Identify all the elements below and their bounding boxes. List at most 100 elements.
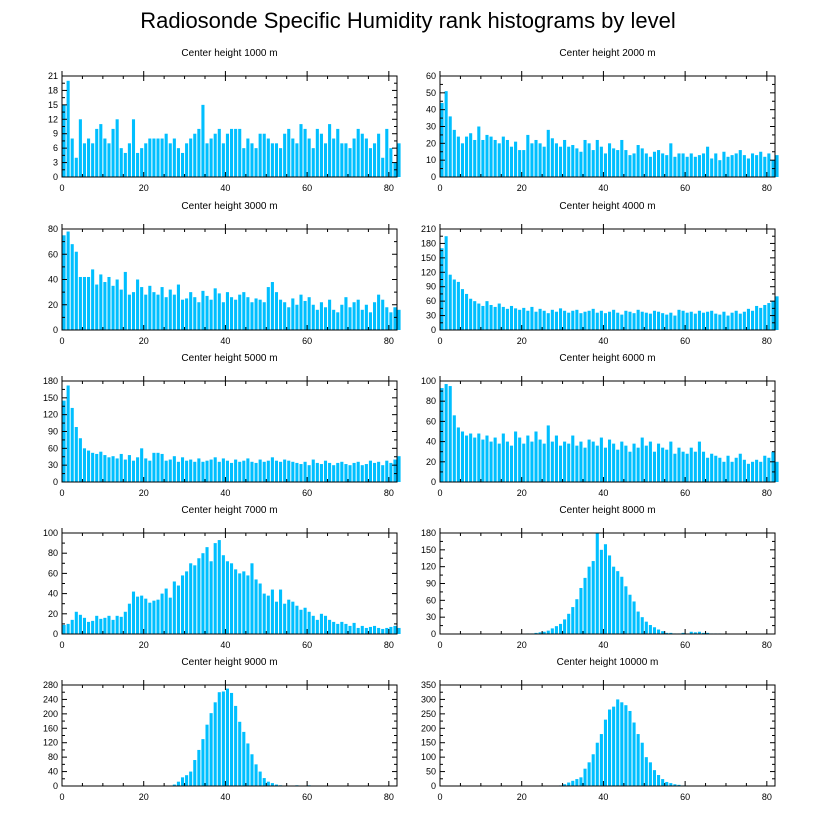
y-tick-label: 12 [48,114,58,124]
histogram-bar [131,591,136,634]
y-tick-label: 0 [431,172,436,182]
histogram-bar [238,128,242,177]
histogram-bar [123,459,127,482]
histogram-bar [763,455,767,482]
histogram-bar [336,128,340,177]
histogram-bar [632,722,636,786]
histogram-bar [628,710,632,786]
histogram-bar [328,299,332,330]
y-tick-label: 100 [421,376,436,386]
histogram-bar [636,734,640,786]
histogram-bar [558,623,563,634]
histogram-bar [775,461,779,482]
histogram-bar [759,461,763,482]
histogram-bar [136,152,140,177]
histogram-bar [95,128,99,177]
histogram-bar [148,460,152,482]
histogram-bar [755,459,759,482]
histogram-bar [722,461,726,482]
histogram-bar [315,128,319,177]
histogram-bar [579,151,583,177]
histogram-bar [197,558,201,634]
histogram-bar [710,453,714,482]
y-tick-label: 18 [48,85,58,95]
histogram-bar [246,138,250,177]
x-tick-label: 0 [59,336,64,346]
histogram-bar [66,623,70,634]
histogram-bar [522,150,526,177]
histogram-bar [254,579,258,634]
histogram-bar [185,775,189,786]
histogram-bar [111,456,115,482]
y-tick-label: 40 [48,767,58,777]
histogram-bar [632,443,636,482]
x-tick-label: 60 [680,336,690,346]
histogram-bar [583,311,587,330]
histogram-bar [315,462,319,482]
histogram-bar [608,709,612,786]
histogram-panel: Center height 3000 m 0 20 40 60 80 0 20 40 60 80 [48,201,401,346]
histogram-bar [518,150,522,177]
histogram-bar [530,143,534,177]
histogram-bar [356,128,360,177]
histogram-bar [595,742,599,786]
x-tick-label: 40 [220,792,230,802]
histogram-bar [283,302,287,330]
histogram-bar [323,615,328,634]
histogram-bar [501,136,505,177]
histogram-bar [648,441,652,482]
histogram-bar [283,603,287,634]
histogram-bar [669,783,673,786]
histogram-bar [185,298,189,330]
histogram-bar [221,691,225,786]
histogram-bar [714,313,718,330]
histogram-bar [469,433,473,482]
histogram-bar [164,460,168,482]
histogram-bar [368,626,372,634]
histogram-bar [497,143,501,177]
histogram-bar [364,138,368,177]
histogram-bar [563,619,567,634]
histogram-bar [168,143,172,177]
y-tick-label: 30 [426,612,436,622]
x-tick-label: 80 [384,183,394,193]
histogram-bar [234,128,238,177]
histogram-bar [759,307,763,330]
histogram-bar [78,276,82,330]
histogram-bar [546,630,550,634]
histogram-bar [706,146,710,177]
histogram-bar [579,777,583,786]
histogram-bar [189,563,193,634]
histogram-bar [730,461,734,482]
histogram-bar [180,575,185,634]
histogram-bar [775,296,779,330]
histogram-bar [509,305,514,330]
histogram-bar [620,576,624,634]
histogram-bar [225,561,229,634]
panel-title: Center height 6000 m [559,353,655,364]
histogram-bar [164,297,168,330]
histogram-bar [595,139,599,177]
histogram-bar [518,437,522,482]
histogram-bar [364,627,368,634]
histogram-bar [209,713,213,786]
histogram-bar [567,146,571,177]
histogram-bar [477,126,481,177]
histogram-bar [70,407,74,482]
x-tick-label: 60 [302,640,312,650]
histogram-bar [348,148,352,177]
histogram-bar [624,445,628,482]
histogram-bar [526,310,530,330]
histogram-bar [168,597,172,634]
histogram-bar [661,153,665,177]
x-tick-label: 20 [139,183,149,193]
histogram-bar [266,287,270,330]
histogram-bar [485,435,489,482]
y-tick-label: 10 [426,155,436,165]
histogram-bar [563,310,567,330]
histogram-bar [701,153,706,177]
histogram-bar [452,129,456,177]
histogram-bar [348,307,352,330]
histogram-bar [283,459,287,482]
